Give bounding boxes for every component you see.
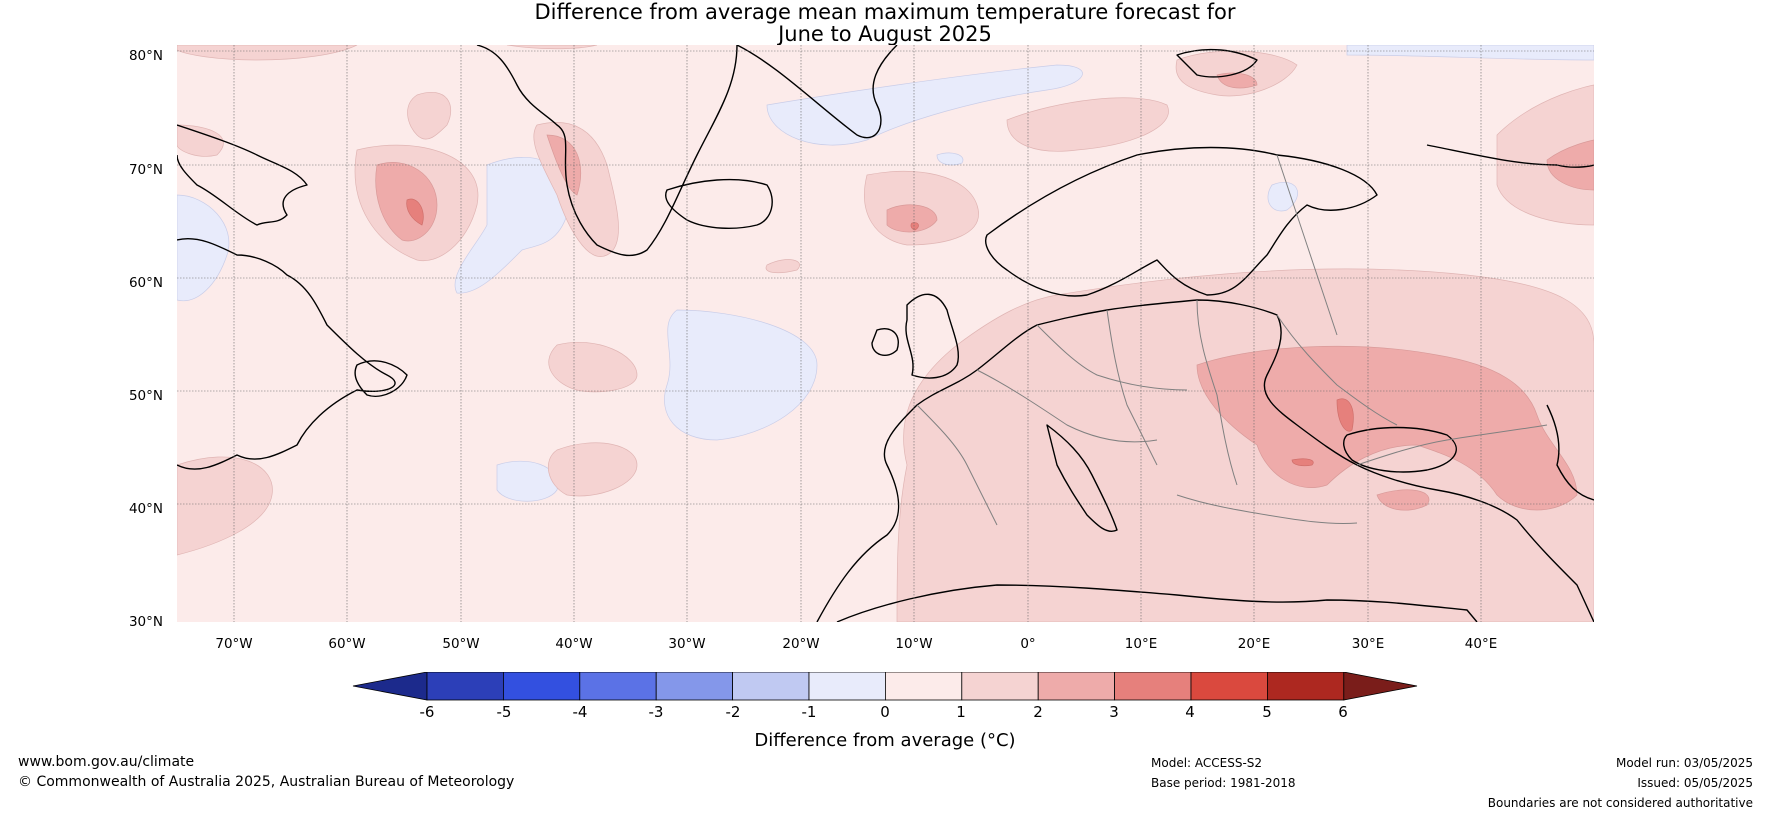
lat-label-30n: 30°N bbox=[128, 614, 163, 630]
map-title-line2: June to August 2025 bbox=[778, 22, 992, 46]
colorbar bbox=[352, 672, 1418, 701]
colorbar-segment bbox=[732, 672, 810, 701]
footer-base-period: Base period: 1981-2018 bbox=[1151, 776, 1296, 790]
colorbar-tick-3: 3 bbox=[1109, 703, 1119, 721]
colorbar-segment bbox=[1114, 672, 1192, 701]
country-borders bbox=[916, 154, 1548, 526]
colorbar-tick-0: 0 bbox=[880, 703, 890, 721]
colorbar-segment bbox=[502, 672, 581, 701]
colorbar-segment bbox=[885, 672, 963, 701]
colorbar-segment bbox=[961, 672, 1039, 701]
lon-label-30e: 30°E bbox=[1351, 636, 1385, 652]
lon-label-50w: 50°W bbox=[442, 636, 480, 652]
lon-label-70w: 70°W bbox=[215, 636, 253, 652]
colorbar-segment bbox=[1267, 672, 1345, 701]
lat-label-70n: 70°N bbox=[128, 162, 163, 178]
colorbar-segment bbox=[579, 672, 657, 701]
colorbar-extend-max bbox=[1343, 672, 1418, 701]
lon-label-20w: 20°W bbox=[782, 636, 820, 652]
colorbar-segment bbox=[655, 672, 734, 701]
colorbar-tick-2: 2 bbox=[1033, 703, 1043, 721]
colorbar-tick-neg5: -5 bbox=[496, 703, 512, 721]
lon-label-40w: 40°W bbox=[555, 636, 593, 652]
colorbar-tick-neg6: -6 bbox=[419, 703, 435, 721]
lon-label-10e: 10°E bbox=[1124, 636, 1158, 652]
colorbar-segment bbox=[426, 672, 504, 701]
footer-model-run: Model run: 03/05/2025 bbox=[1615, 756, 1753, 770]
colorbar-segment bbox=[1037, 672, 1116, 701]
map-title-line1: Difference from average mean maximum tem… bbox=[534, 0, 1236, 24]
lon-label-30w: 30°W bbox=[668, 636, 706, 652]
colorbar-tick-neg4: -4 bbox=[572, 703, 588, 721]
colorbar-extend-min bbox=[352, 672, 428, 701]
lat-label-60n: 60°N bbox=[128, 275, 163, 291]
footer-model: Model: ACCESS-S2 bbox=[1151, 756, 1263, 770]
colorbar-segment bbox=[1190, 672, 1268, 701]
colorbar-tick-1: 1 bbox=[956, 703, 966, 721]
cool-anomaly-regions bbox=[177, 45, 1594, 502]
graticule bbox=[177, 45, 1594, 622]
footer-copyright: © Commonwealth of Australia 2025, Austra… bbox=[18, 774, 515, 790]
coastlines bbox=[177, 45, 1594, 622]
lon-label-10w: 10°W bbox=[895, 636, 933, 652]
colorbar-segment bbox=[808, 672, 886, 701]
colorbar-tick-6: 6 bbox=[1338, 703, 1348, 721]
colorbar-tick-5: 5 bbox=[1262, 703, 1272, 721]
footer-disclaimer: Boundaries are not considered authoritat… bbox=[1487, 796, 1753, 810]
warm-anomaly-regions-3-4 bbox=[406, 198, 1354, 467]
lat-label-80n: 80°N bbox=[128, 48, 163, 64]
forecast-map bbox=[177, 45, 1594, 622]
lon-label-60w: 60°W bbox=[328, 636, 366, 652]
lon-label-0: 0° bbox=[1020, 636, 1036, 652]
colorbar-label: Difference from average (°C) bbox=[754, 730, 1016, 751]
colorbar-tick-neg2: -2 bbox=[725, 703, 741, 721]
lon-label-20e: 20°E bbox=[1237, 636, 1271, 652]
footer-website: www.bom.gov.au/climate bbox=[18, 754, 195, 770]
lat-label-50n: 50°N bbox=[128, 388, 163, 404]
footer-issued: Issued: 05/05/2025 bbox=[1637, 776, 1753, 790]
lat-label-40n: 40°N bbox=[128, 501, 163, 517]
lon-label-40e: 40°E bbox=[1464, 636, 1498, 652]
colorbar-tick-4: 4 bbox=[1185, 703, 1195, 721]
colorbar-tick-neg3: -3 bbox=[648, 703, 664, 721]
colorbar-tick-neg1: -1 bbox=[801, 703, 817, 721]
